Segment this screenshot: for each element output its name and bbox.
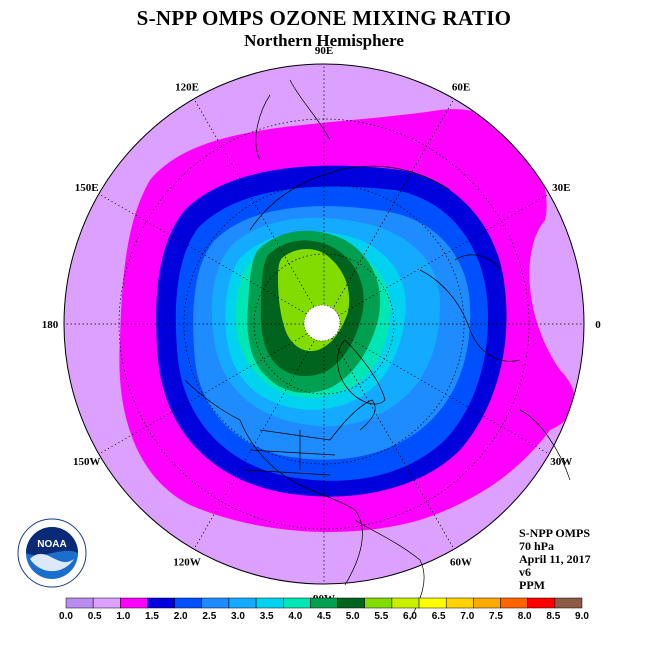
colorbar-swatch <box>473 597 501 609</box>
noaa-logo: NOAA <box>17 518 87 588</box>
colorbar-tick-label: 3.5 <box>260 611 274 622</box>
colorbar-swatch <box>418 597 447 609</box>
longitude-label: 60W <box>450 556 472 568</box>
colorbar-tick-label: 7.0 <box>460 611 474 622</box>
colorbar-swatch <box>255 597 284 609</box>
colorbar-tick-label: 4.5 <box>317 611 331 622</box>
colorbar-tick-label: 6.0 <box>403 611 417 622</box>
meridian-line <box>98 323 325 455</box>
longitude-label: 30E <box>552 182 570 194</box>
colorbar-tick-label: 6.5 <box>432 611 446 622</box>
map-boundary <box>63 63 585 585</box>
latitude-circle <box>253 253 395 395</box>
colorbar-tick-label: 9.0 <box>575 611 589 622</box>
colorbar-swatch <box>92 597 121 609</box>
date-label: April 11, 2017 <box>519 552 591 566</box>
colorbar-tick-label: 1.0 <box>116 611 130 622</box>
colorbar-swatch <box>174 597 203 609</box>
meridian-line <box>323 193 550 325</box>
units-label: PPM <box>519 578 545 592</box>
colorbar-tick-label: 1.5 <box>145 611 159 622</box>
meridian-line <box>98 193 325 325</box>
colorbar-swatch <box>201 597 230 609</box>
colorbar-swatch <box>445 597 474 609</box>
colorbar-swatch <box>527 597 556 609</box>
colorbar-swatch <box>147 597 175 609</box>
coastlines <box>184 79 571 621</box>
colorbar-tick-label: 0.5 <box>88 611 102 622</box>
colorbar-swatch <box>391 597 420 609</box>
version-label: v6 <box>519 565 531 579</box>
colorbar: 0.0 0.5 1.0 1.5 2.0 2.5 3.0 3.5 4.0 4.5 5.0 5.5 6.0 6… <box>59 597 589 622</box>
graticule <box>64 64 584 584</box>
colorbar-swatch <box>120 597 148 609</box>
colorbar-swatch <box>228 597 257 609</box>
colorbar-swatch <box>337 597 365 609</box>
colorbar-swatch <box>65 597 94 609</box>
colorbar-tick-label: 0.0 <box>59 611 73 622</box>
colorbar-tick-label: 7.5 <box>489 611 503 622</box>
colorbar-tick-label: 5.0 <box>346 611 360 622</box>
latitude-circle <box>183 183 465 465</box>
meridian-line <box>323 323 455 550</box>
meridian-line <box>193 98 325 325</box>
longitude-label: 0 <box>595 319 601 331</box>
meridian-line <box>193 323 325 550</box>
colorbar-swatch <box>554 597 583 609</box>
svg-text:NOAA: NOAA <box>37 539 66 550</box>
colorbar-tick-label: 8.0 <box>518 611 532 622</box>
colorbar-tick-label: 2.5 <box>202 611 216 622</box>
polar-gap <box>303 304 341 342</box>
colorbar-tick-label: 2.0 <box>174 611 188 622</box>
longitude-label: 120E <box>175 82 199 94</box>
longitude-label: 120W <box>173 556 201 568</box>
colorbar-swatch <box>364 597 393 609</box>
meridian-line <box>323 323 550 455</box>
colorbar-swatch <box>283 597 311 609</box>
pressure-level: 70 hPa <box>519 539 555 553</box>
latitude-circle <box>118 118 530 530</box>
longitude-label: 180 <box>42 319 59 331</box>
colorbar-tick-label: 4.0 <box>288 611 302 622</box>
colorbar-tick-label: 8.5 <box>546 611 560 622</box>
ozone-field <box>64 64 584 584</box>
page-title: S-NPP OMPS OZONE MIXING RATIO <box>136 6 512 30</box>
instrument-label: S-NPP OMPS <box>519 526 590 540</box>
colorbar-swatch <box>310 597 338 609</box>
colorbar-tick-label: 3.0 <box>231 611 245 622</box>
longitude-label: 90E <box>315 45 333 57</box>
longitude-labels: 90E60E30E030W60W90W120W150W180150E120E <box>42 45 602 605</box>
colorbar-tick-label: 5.5 <box>374 611 388 622</box>
longitude-label: 150E <box>75 182 99 194</box>
colorbar-swatch <box>500 597 528 609</box>
longitude-label: 30W <box>550 456 572 468</box>
meridian-line <box>323 98 455 325</box>
longitude-label: 60E <box>452 82 470 94</box>
longitude-label: 150W <box>73 456 101 468</box>
page-subtitle: Northern Hemisphere <box>244 31 404 50</box>
